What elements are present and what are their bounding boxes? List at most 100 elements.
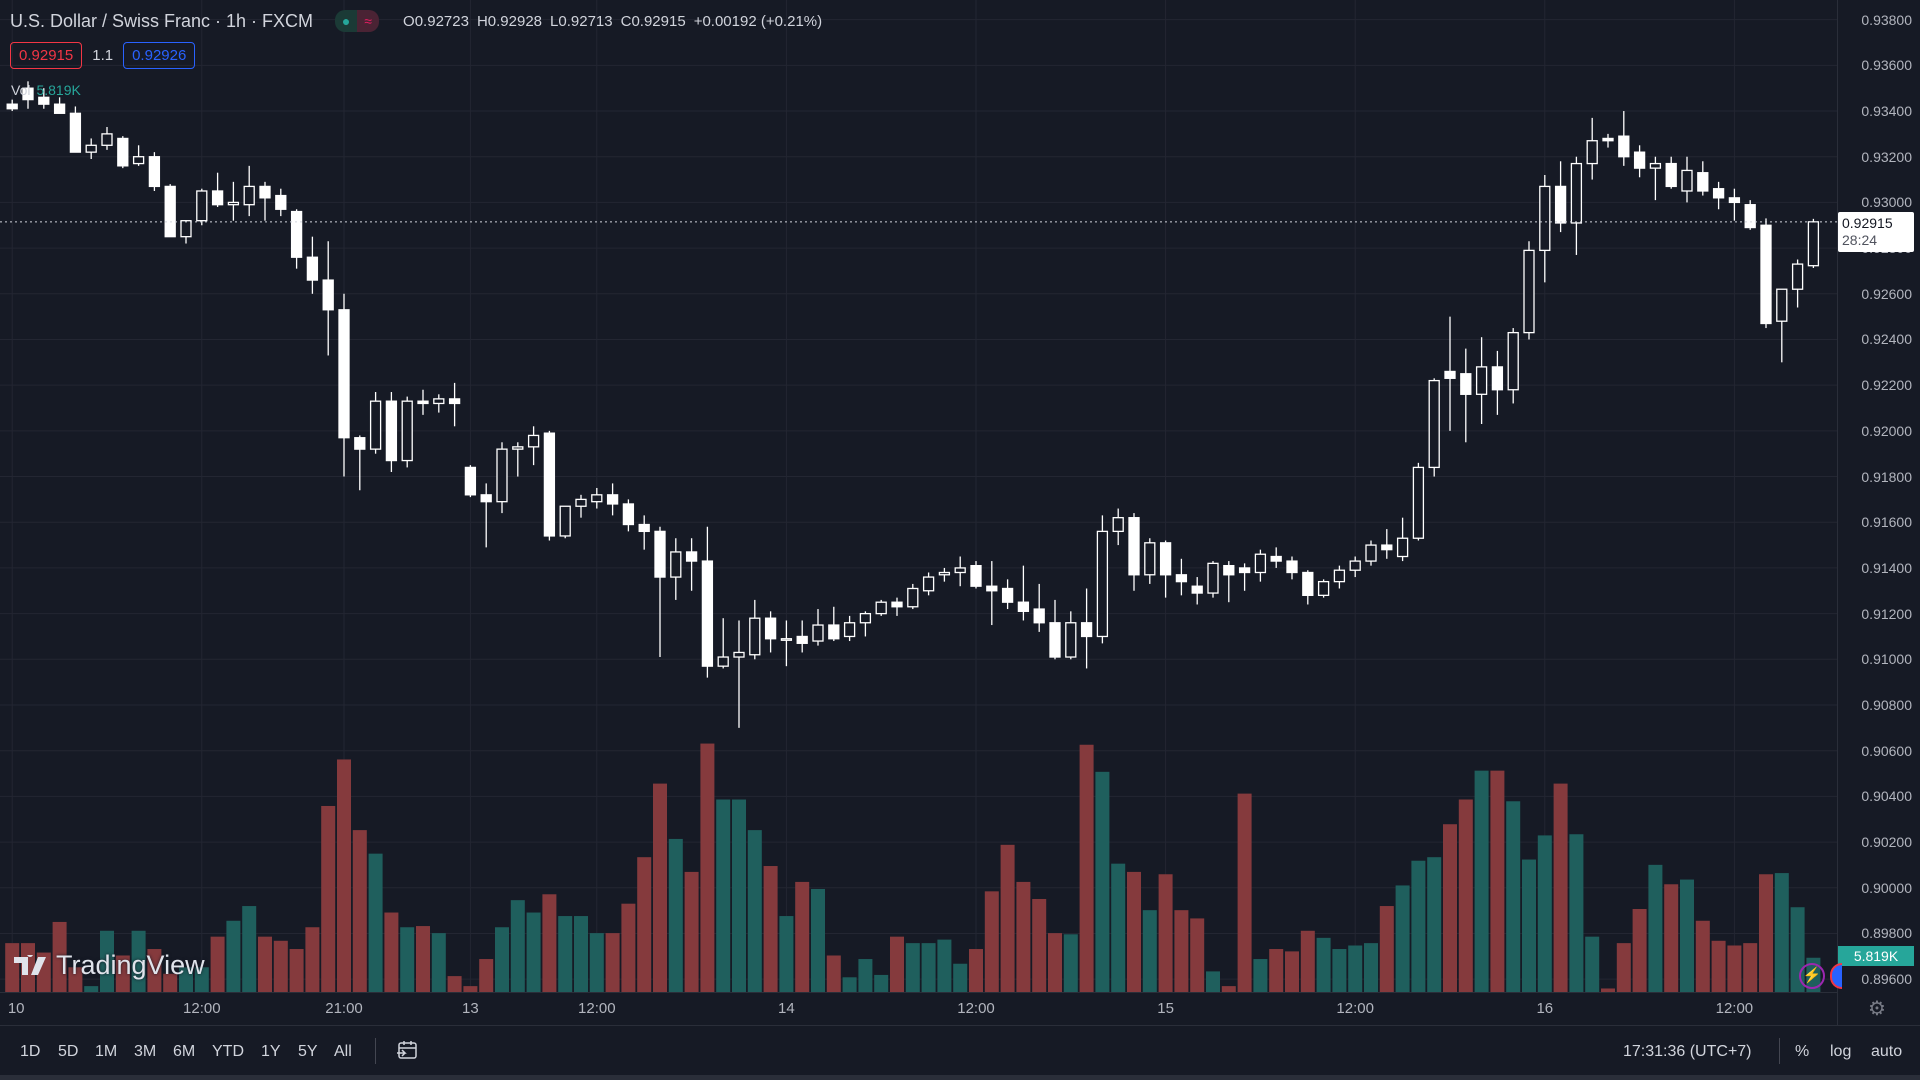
candle-up xyxy=(559,505,571,537)
range-ytd-button[interactable]: YTD xyxy=(212,1043,244,1060)
candle-up xyxy=(1412,466,1425,539)
volume-bar xyxy=(1127,871,1141,992)
candle-up xyxy=(922,576,935,592)
time-tick-label: 21:00 xyxy=(325,1000,363,1017)
candle-up xyxy=(1791,263,1804,290)
candle-down xyxy=(259,185,271,199)
price-tick-label: 0.92200 xyxy=(1861,377,1912,394)
volume-bar xyxy=(558,916,573,992)
time-tick-label: 12:00 xyxy=(957,1000,995,1017)
volume-bar xyxy=(1253,959,1268,992)
range-1m-button[interactable]: 1M xyxy=(95,1043,118,1060)
price-tick-label: 0.92400 xyxy=(1861,331,1912,348)
range-5d-button[interactable]: 5D xyxy=(58,1043,79,1060)
time-tick-label: 15 xyxy=(1157,1000,1174,1017)
range-5y-button[interactable]: 5Y xyxy=(298,1043,318,1060)
bar-countdown: 28:24 xyxy=(1842,232,1878,248)
candle-up xyxy=(1428,379,1440,469)
volume-bar xyxy=(700,743,715,992)
volume-bar xyxy=(226,920,241,992)
volume-legend[interactable]: Vol 5.819K xyxy=(11,82,81,98)
candle-down xyxy=(543,432,556,537)
volume-bar xyxy=(716,799,731,992)
volume-bar xyxy=(273,940,288,992)
volume-bar xyxy=(621,903,636,992)
symbol-title[interactable]: U.S. Dollar / Swiss Franc · 1h · FXCM xyxy=(10,10,314,31)
candle-down xyxy=(685,551,698,562)
volume-bar xyxy=(826,955,841,992)
volume-bar xyxy=(1569,834,1584,992)
price-tick-label: 0.91600 xyxy=(1861,514,1912,531)
volume-bar xyxy=(479,959,494,992)
range-6m-button[interactable]: 6M xyxy=(173,1043,196,1060)
volume-bar xyxy=(210,936,225,992)
volume-bar xyxy=(463,986,478,992)
candle-down xyxy=(290,210,303,258)
volume-bar xyxy=(431,933,446,992)
candle-down xyxy=(891,601,903,608)
candle-down xyxy=(338,309,350,439)
range-all-button[interactable]: All xyxy=(334,1043,352,1060)
candle-up xyxy=(433,398,445,405)
volume-bar xyxy=(1206,971,1220,992)
range-1d-button[interactable]: 1D xyxy=(20,1043,41,1060)
settings-gear-icon[interactable]: ⚙ xyxy=(1868,998,1886,1020)
volume-bar xyxy=(1332,949,1347,992)
candle-up xyxy=(1207,562,1219,594)
auto-toggle[interactable]: auto xyxy=(1871,1043,1903,1060)
candle-up xyxy=(1349,560,1361,571)
volume-bar xyxy=(668,838,683,992)
volume-bar xyxy=(1142,910,1157,992)
percent-toggle[interactable]: % xyxy=(1795,1043,1810,1060)
volume-bar xyxy=(1601,988,1615,992)
volume-bar xyxy=(842,977,857,992)
candle-up xyxy=(717,656,729,667)
candle-up xyxy=(1681,169,1693,192)
price-tick-label: 0.93800 xyxy=(1861,11,1912,28)
volume-bar xyxy=(1111,863,1126,992)
volume-bar xyxy=(984,891,999,992)
candle-down xyxy=(622,503,635,526)
lightning-icon[interactable]: ⚡ xyxy=(1799,963,1825,989)
tradingview-logo[interactable]: TradingView xyxy=(14,950,205,981)
range-1y-button[interactable]: 1Y xyxy=(261,1043,281,1060)
volume-bar xyxy=(1285,951,1299,992)
candle-down xyxy=(1444,370,1456,379)
volume-bar xyxy=(589,933,604,992)
candle-down xyxy=(322,279,334,311)
spread-value: 1.1 xyxy=(92,47,114,64)
time-axis-border xyxy=(0,992,1837,993)
candle-down xyxy=(148,156,161,188)
price-tick-label: 0.93400 xyxy=(1861,103,1912,120)
volume-bar xyxy=(52,921,67,992)
log-toggle[interactable]: log xyxy=(1830,1043,1852,1060)
candle-down xyxy=(448,398,461,405)
volume-bar xyxy=(779,916,794,992)
candle-down xyxy=(1175,574,1188,583)
sell-button[interactable]: 0.92915 xyxy=(10,42,83,69)
go-to-date-icon[interactable] xyxy=(396,1039,418,1066)
candle-up xyxy=(1776,288,1788,322)
candle-up xyxy=(1475,366,1488,395)
candle-up xyxy=(1365,544,1377,562)
market-status[interactable]: ● ≈ xyxy=(335,10,380,32)
price-tick-label: 0.92600 xyxy=(1861,285,1912,302)
volume-bar xyxy=(605,933,620,992)
buy-button[interactable]: 0.92926 xyxy=(123,42,196,69)
candle-down xyxy=(606,494,619,505)
candle-down xyxy=(1712,188,1725,199)
volume-bar xyxy=(1522,859,1536,992)
volume-bar xyxy=(574,916,588,992)
candle-up xyxy=(1254,553,1267,574)
clock-timezone[interactable]: 17:31:36 (UTC+7) xyxy=(1623,1043,1752,1060)
range-3m-button[interactable]: 3M xyxy=(134,1043,157,1060)
ohlc-values: O0.92723 H0.92928 L0.92713 C0.92915 +0.0… xyxy=(403,12,823,30)
candle-up xyxy=(527,434,540,448)
candles xyxy=(6,81,1820,728)
price-tick-label: 0.90800 xyxy=(1861,697,1912,713)
candle-up xyxy=(1333,569,1346,583)
volume-value: 5.819K xyxy=(36,82,81,98)
volume-bar xyxy=(1680,879,1694,992)
symbol-legend[interactable]: U.S. Dollar / Swiss Franc · 1h · FXCM ● … xyxy=(10,10,822,32)
